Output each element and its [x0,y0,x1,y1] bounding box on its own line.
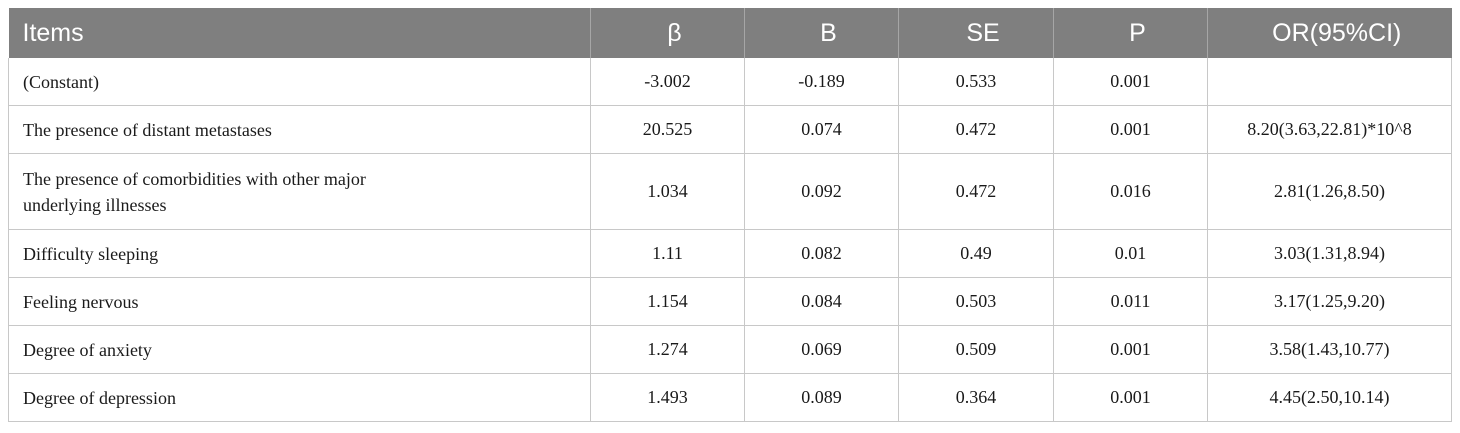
table-row: The presence of comorbidities with other… [8,153,1452,230]
cell-se: 0.472 [898,105,1054,154]
cell-se: 0.472 [898,153,1054,230]
table-row: Degree of depression 1.493 0.089 0.364 0… [8,373,1452,422]
cell-or: 3.03(1.31,8.94) [1207,229,1452,278]
cell-b: 0.082 [744,229,899,278]
cell-p: 0.01 [1053,229,1208,278]
cell-p: 0.001 [1053,373,1208,422]
cell-p: 0.001 [1053,105,1208,154]
cell-b: -0.189 [744,58,899,106]
table-row: The presence of distant metastases 20.52… [8,105,1452,154]
cell-beta: -3.002 [590,58,745,106]
cell-p: 0.001 [1053,58,1208,106]
header-items: Items [8,8,591,58]
table-row: Difficulty sleeping 1.11 0.082 0.49 0.01… [8,229,1452,278]
table-header: Items β B SE P OR(95%CI) [8,8,1452,58]
cell-b: 0.089 [744,373,899,422]
cell-beta: 1.11 [590,229,745,278]
cell-b: 0.084 [744,277,899,326]
cell-or: 8.20(3.63,22.81)*10^8 [1207,105,1452,154]
cell-se: 0.49 [898,229,1054,278]
header-or: OR(95%CI) [1207,8,1452,58]
cell-se: 0.509 [898,325,1054,374]
cell-b: 0.074 [744,105,899,154]
header-se: SE [898,8,1054,58]
cell-items: The presence of distant metastases [8,105,591,154]
cell-items: Degree of anxiety [8,325,591,374]
header-beta: β [590,8,745,58]
regression-table-container: Items β B SE P OR(95%CI) (Constant) -3.0… [8,8,1452,422]
header-p: P [1053,8,1208,58]
cell-or: 4.45(2.50,10.14) [1207,373,1452,422]
cell-b: 0.069 [744,325,899,374]
cell-or: 3.17(1.25,9.20) [1207,277,1452,326]
table-body: (Constant) -3.002 -0.189 0.533 0.001 The… [8,58,1452,422]
cell-items-text: The presence of comorbidities with other… [23,168,366,215]
cell-items: Difficulty sleeping [8,229,591,278]
cell-or [1207,58,1452,106]
cell-beta: 20.525 [590,105,745,154]
cell-beta: 1.493 [590,373,745,422]
table-row: Feeling nervous 1.154 0.084 0.503 0.011 … [8,277,1452,326]
cell-items: (Constant) [8,58,591,106]
cell-or: 2.81(1.26,8.50) [1207,153,1452,230]
cell-items: Degree of depression [8,373,591,422]
header-row: Items β B SE P OR(95%CI) [8,8,1452,58]
cell-beta: 1.034 [590,153,745,230]
regression-table: Items β B SE P OR(95%CI) (Constant) -3.0… [8,8,1452,422]
cell-p: 0.001 [1053,325,1208,374]
cell-or: 3.58(1.43,10.77) [1207,325,1452,374]
cell-items: The presence of comorbidities with other… [8,153,591,230]
cell-p: 0.011 [1053,277,1208,326]
cell-se: 0.533 [898,58,1054,106]
cell-se: 0.364 [898,373,1054,422]
cell-b: 0.092 [744,153,899,230]
cell-se: 0.503 [898,277,1054,326]
table-row: (Constant) -3.002 -0.189 0.533 0.001 [8,58,1452,106]
cell-p: 0.016 [1053,153,1208,230]
table-row: Degree of anxiety 1.274 0.069 0.509 0.00… [8,325,1452,374]
header-b: B [744,8,899,58]
cell-beta: 1.154 [590,277,745,326]
cell-items: Feeling nervous [8,277,591,326]
cell-beta: 1.274 [590,325,745,374]
